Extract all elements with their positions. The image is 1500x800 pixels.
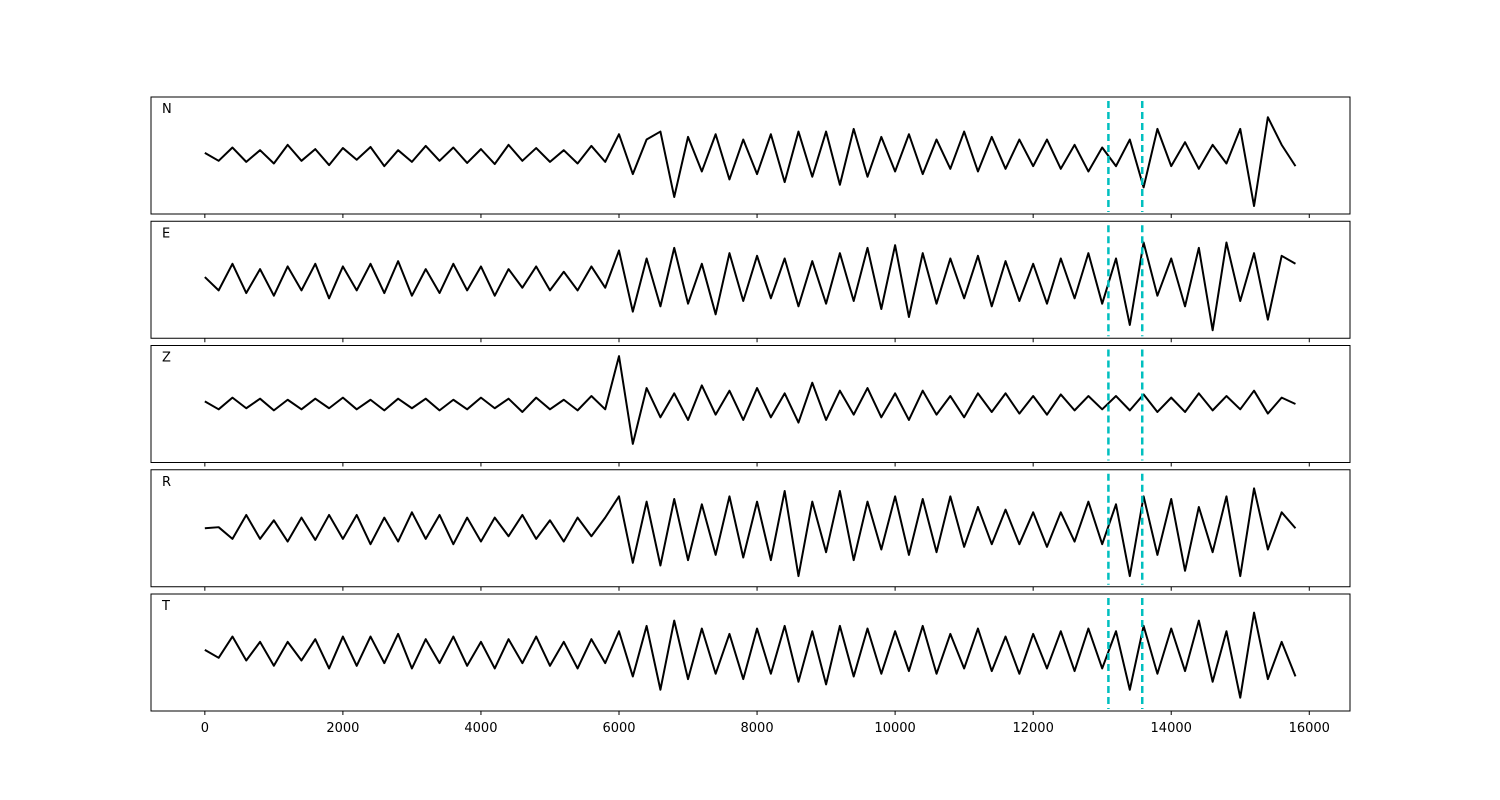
panel-frame	[150, 96, 1351, 215]
trace	[204, 241, 1296, 332]
trace	[204, 116, 1297, 208]
x-tick-label: 0	[201, 721, 209, 736]
x-tick-label: 10000	[874, 721, 915, 736]
x-tick-label: 2000	[326, 721, 359, 736]
x-tick-label: 8000	[741, 721, 774, 736]
panel-frame	[150, 469, 1351, 588]
x-tick-label: 6000	[602, 721, 635, 736]
panel-frame	[150, 345, 1351, 463]
panel-frame	[150, 593, 1351, 712]
x-tick-label: 4000	[464, 721, 497, 736]
x-tick-label: 12000	[1012, 721, 1053, 736]
panel-label: R	[162, 475, 171, 490]
panel-label: Z	[162, 351, 171, 366]
x-tick-label: 16000	[1289, 721, 1330, 736]
panel-frame	[150, 220, 1351, 339]
panel-label: E	[162, 226, 170, 241]
panel-label: T	[161, 599, 170, 614]
x-tick-label: 14000	[1151, 721, 1192, 736]
trace	[204, 611, 1297, 699]
trace	[204, 355, 1296, 445]
panel-label: N	[162, 102, 172, 117]
trace	[204, 487, 1297, 578]
